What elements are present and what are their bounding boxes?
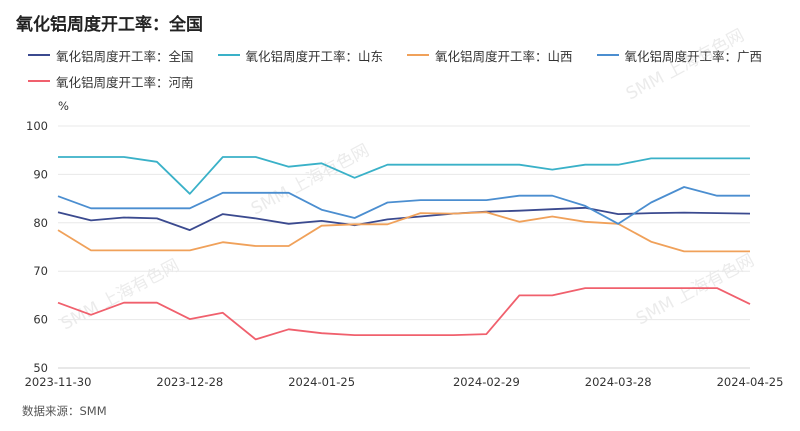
y-axis-unit: % [58, 99, 69, 113]
legend-label: 氧化铝周度开工率：全国 [56, 48, 194, 64]
chart-title: 氧化铝周度开工率：全国 [16, 15, 203, 35]
watermark-text: SMM 上海有色网 [58, 255, 183, 334]
y-tick-label: 70 [33, 264, 48, 278]
data-source: 数据来源：SMM [22, 404, 107, 418]
y-tick-label: 100 [26, 119, 48, 133]
legend-swatch [407, 54, 430, 56]
watermark-text: SMM 上海有色网 [248, 140, 373, 219]
legend-swatch [217, 54, 240, 56]
legend-label: 氧化铝周度开工率：河南 [56, 74, 194, 90]
y-tick-label: 90 [33, 167, 48, 181]
series-line-3 [57, 211, 750, 253]
series-line-4 [57, 186, 750, 225]
legend-swatch [28, 54, 50, 56]
y-tick-label: 80 [33, 216, 48, 230]
legend-item-5[interactable]: 氧化铝周度开工率：河南 [28, 72, 194, 90]
x-tick-label: 2023-12-28 [156, 375, 223, 389]
series-line-2 [58, 156, 750, 195]
legend-swatch [28, 80, 50, 82]
legend-swatch [596, 54, 619, 56]
x-tick-label: 2024-01-25 [288, 375, 355, 389]
watermark-text: SMM 上海有色网 [623, 25, 748, 104]
legend: 氧化铝周度开工率：全国 氧化铝周度开工率：山东 氧化铝周度开工率：山西 氧化铝周度开工… [28, 46, 788, 90]
watermark-text: SMM 上海有色网 [633, 250, 758, 329]
legend-item-1[interactable]: 氧化铝周度开工率：全国 [28, 46, 194, 64]
y-tick-label: 60 [33, 313, 48, 327]
legend-label: 氧化铝周度开工率：山西 [435, 48, 573, 64]
y-tick-label: 50 [33, 361, 48, 375]
x-tick-label: 2024-04-25 [717, 375, 784, 389]
legend-label: 氧化铝周度开工率：广西 [624, 48, 763, 64]
legend-item-3[interactable]: 氧化铝周度开工率：山西 [407, 46, 573, 64]
x-tick-label: 2023-11-30 [25, 375, 92, 389]
x-tick-label: 2024-03-28 [585, 375, 652, 389]
x-tick-label: 2024-02-29 [453, 375, 520, 389]
legend-item-2[interactable]: 氧化铝周度开工率：山东 [217, 46, 384, 64]
legend-item-4[interactable]: 氧化铝周度开工率：广西 [596, 46, 763, 64]
series-line-5 [57, 287, 751, 341]
legend-label: 氧化铝周度开工率：山东 [245, 48, 384, 64]
